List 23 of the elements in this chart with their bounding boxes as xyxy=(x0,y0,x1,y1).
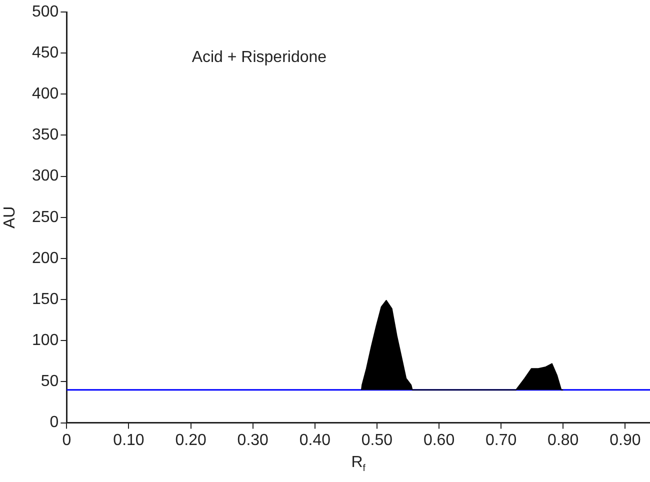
x-tick-label: 0.20 xyxy=(175,432,206,449)
x-tick-label: 0.40 xyxy=(299,432,331,449)
x-tick-label: 0.10 xyxy=(113,432,144,449)
y-tick-label: 300 xyxy=(32,168,59,185)
x-tick-label: 0.30 xyxy=(237,432,269,449)
y-tick-label: 200 xyxy=(32,250,59,267)
x-tick-label: 0.70 xyxy=(486,432,517,449)
y-axis-title: AU xyxy=(2,206,19,229)
y-tick-label: 250 xyxy=(32,208,59,226)
y-tick-label: 500 xyxy=(32,3,59,20)
y-tick-label: 450 xyxy=(32,44,59,62)
y-tick-label: 100 xyxy=(32,332,59,350)
annotation: Acid + Risperidone xyxy=(192,49,327,66)
y-tick-label: 50 xyxy=(40,373,59,390)
y-tick-label: 400 xyxy=(32,86,59,103)
y-tick-label: 150 xyxy=(32,290,59,308)
x-tick-label: 0.90 xyxy=(610,432,641,449)
y-tick-label: 0 xyxy=(50,414,59,432)
x-tick-label: 0.60 xyxy=(423,432,455,449)
y-tick-label: 350 xyxy=(32,126,59,144)
x-tick-label: 0.50 xyxy=(361,432,393,449)
x-tick-label: 0 xyxy=(62,432,72,449)
x-tick-label: 0.80 xyxy=(548,432,579,449)
